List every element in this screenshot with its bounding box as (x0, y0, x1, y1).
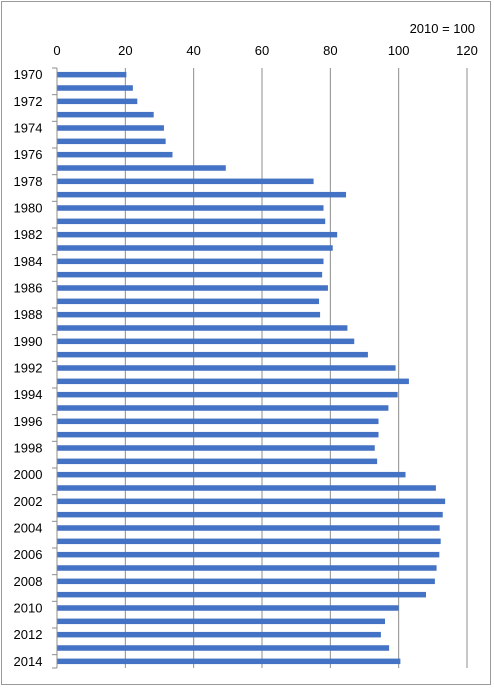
y-tick-label-1996: 1996 (14, 414, 43, 429)
y-tick-label-2014: 2014 (14, 654, 43, 669)
bar-1984 (57, 258, 324, 265)
bar-2000 (57, 471, 406, 478)
bar-2014 (57, 658, 401, 665)
y-tick-label-2008: 2008 (14, 574, 43, 589)
bars (57, 71, 446, 665)
bar-1991 (57, 351, 368, 358)
y-tick-label-2006: 2006 (14, 547, 43, 562)
bar-1970 (57, 71, 127, 78)
y-tick-label-1990: 1990 (14, 334, 43, 349)
y-tick-label-2012: 2012 (14, 627, 43, 642)
y-tick-label-2004: 2004 (14, 521, 43, 536)
y-tick-label-1978: 1978 (14, 174, 43, 189)
bar-1973 (57, 111, 154, 118)
bar-1995 (57, 405, 389, 411)
y-tick-label-1980: 1980 (14, 201, 43, 216)
bar-1972 (57, 98, 138, 105)
bar-2003 (57, 511, 443, 518)
bar-2009 (57, 591, 426, 598)
x-axis-tick-labels: 0 20 40 60 80 100 120 (53, 43, 477, 58)
y-axis-category-labels: 1970 1972 1974 1976 1978 1980 1982 1984 1986 1988… (14, 67, 43, 669)
axes (52, 67, 58, 669)
bar-1987 (57, 298, 320, 305)
bar-1981 (57, 218, 326, 225)
y-tick-label-1994: 1994 (14, 387, 43, 402)
y-tick-label-1986: 1986 (14, 281, 43, 296)
bar-2004 (57, 525, 440, 531)
y-tick-label-2002: 2002 (14, 494, 43, 509)
bar-1989 (57, 325, 348, 331)
y-tick-label-1970: 1970 (14, 67, 43, 82)
x-tick-label-20: 20 (118, 43, 132, 58)
x-tick-label-60: 60 (255, 43, 269, 58)
bar-1978 (57, 178, 314, 185)
bar-1996 (57, 418, 379, 425)
bar-1976 (57, 151, 173, 158)
bar-1998 (57, 445, 375, 451)
x-tick-label-0: 0 (53, 43, 60, 58)
bar-2011 (57, 618, 385, 625)
bar-1999 (57, 458, 378, 465)
y-tick-label-1984: 1984 (14, 254, 43, 269)
bar-1982 (57, 231, 338, 238)
x-tick-label-120: 120 (456, 43, 478, 58)
bar-2002 (57, 498, 446, 505)
bar-1997 (57, 431, 379, 438)
bar-2006 (57, 551, 440, 558)
bar-2007 (57, 565, 437, 571)
x-tick-label-40: 40 (186, 43, 200, 58)
y-tick-label-1972: 1972 (14, 94, 43, 109)
bar-2013 (57, 645, 390, 651)
x-tick-label-100: 100 (388, 43, 410, 58)
y-tick-label-2000: 2000 (14, 467, 43, 482)
bar-2010 (57, 605, 399, 611)
bar-2001 (57, 485, 436, 491)
bar-1983 (57, 245, 333, 251)
bar-1990 (57, 338, 355, 345)
bar-1979 (57, 191, 347, 198)
bar-1992 (57, 365, 396, 371)
bar-1977 (57, 165, 226, 171)
y-tick-label-1982: 1982 (14, 227, 43, 242)
bar-1974 (57, 125, 164, 131)
bar-1988 (57, 311, 321, 318)
x-tick-label-80: 80 (323, 43, 337, 58)
y-tick-label-1998: 1998 (14, 441, 43, 456)
bar-1971 (57, 85, 133, 91)
base-year-note: 2010 = 100 (410, 21, 475, 36)
bar-2008 (57, 578, 435, 585)
bar-1980 (57, 205, 324, 211)
bar-1975 (57, 138, 166, 145)
bar-2005 (57, 538, 441, 545)
bar-1985 (57, 271, 323, 278)
y-tick-label-1988: 1988 (14, 307, 43, 322)
bar-1993 (57, 378, 409, 385)
bar-1986 (57, 285, 328, 291)
y-tick-label-2010: 2010 (14, 601, 43, 616)
y-tick-label-1992: 1992 (14, 361, 43, 376)
bar-2012 (57, 631, 381, 638)
y-tick-label-1976: 1976 (14, 147, 43, 162)
bar-1994 (57, 391, 398, 398)
y-tick-label-1974: 1974 (14, 121, 43, 136)
